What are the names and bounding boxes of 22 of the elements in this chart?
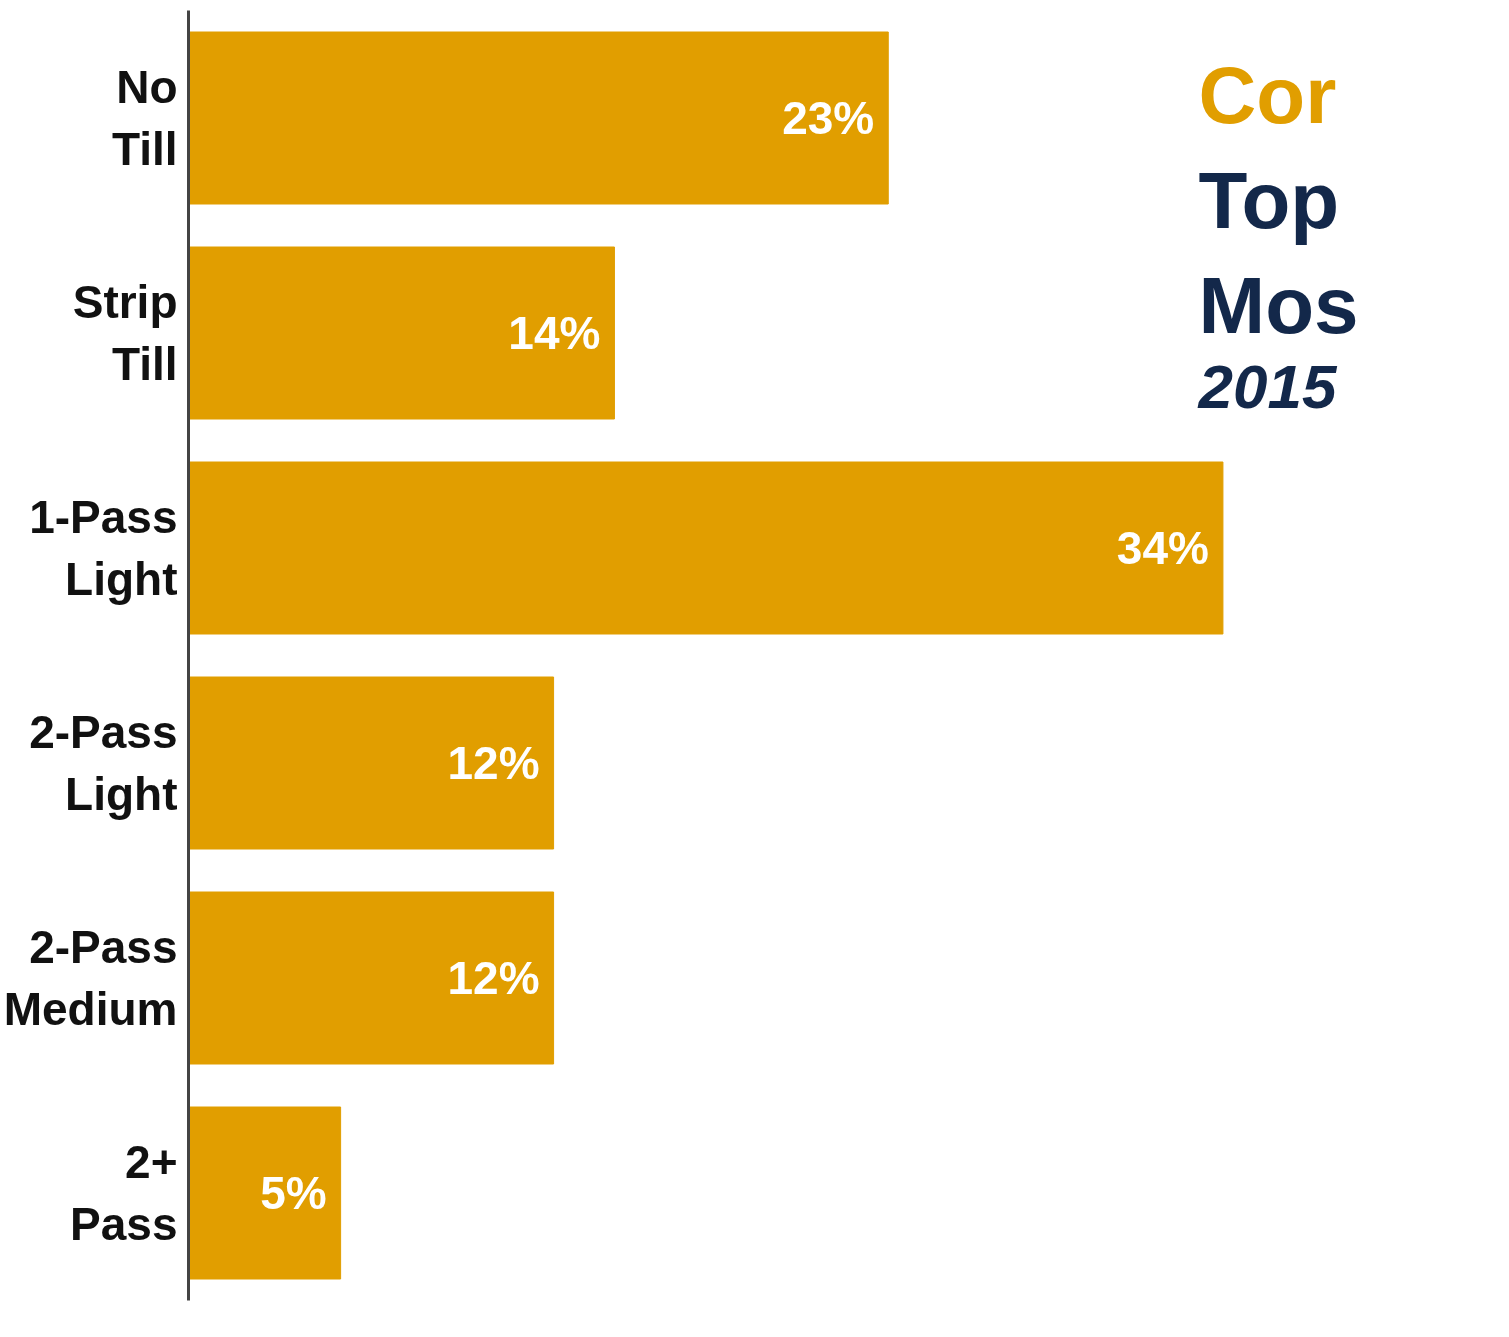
- y-tick-label: No Till: [111, 60, 178, 176]
- data-label: 23%: [782, 92, 875, 144]
- data-label: 14%: [508, 307, 601, 359]
- bar: [188, 31, 889, 205]
- data-label: 5%: [260, 1167, 327, 1219]
- data-label: 34%: [1116, 522, 1209, 574]
- bar: [188, 891, 555, 1065]
- annotation: Mos: [1198, 260, 1359, 350]
- annotation: Top: [1198, 155, 1340, 245]
- annotation: 2015: [1197, 351, 1338, 421]
- y-tick-label: Strip Till: [72, 275, 178, 391]
- data-label: 12%: [447, 737, 540, 789]
- y-tick-label: 2-Pass Light: [29, 705, 178, 821]
- text: Cor: [1198, 50, 1337, 140]
- data-label: 12%: [447, 952, 540, 1004]
- bar: [188, 1106, 342, 1280]
- bar: [188, 676, 555, 850]
- bar: [188, 461, 1224, 635]
- y-tick-label: 1-Pass Light: [29, 490, 178, 606]
- y-tick-label: 2-Pass Medium: [3, 920, 178, 1036]
- bar: [188, 246, 615, 420]
- y-tick-label: 2+ Pass: [70, 1135, 178, 1251]
